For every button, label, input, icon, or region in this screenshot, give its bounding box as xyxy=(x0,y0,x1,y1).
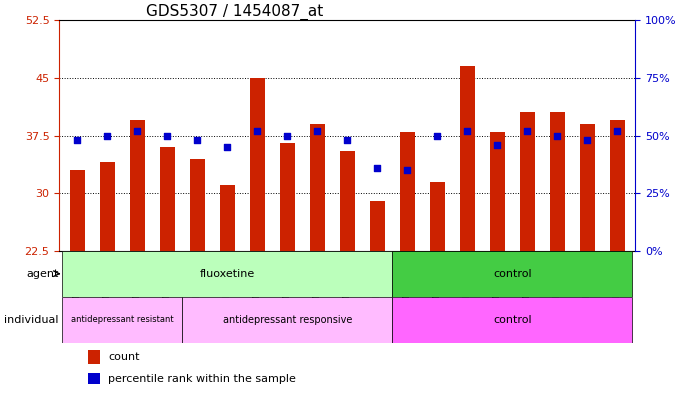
Text: agent: agent xyxy=(27,269,59,279)
Bar xyxy=(490,132,505,251)
Point xyxy=(72,137,82,143)
Text: individual: individual xyxy=(4,315,59,325)
Point xyxy=(101,132,112,139)
Bar xyxy=(430,182,445,251)
Point xyxy=(522,128,533,134)
Bar xyxy=(280,143,295,251)
Bar xyxy=(392,251,633,297)
Bar xyxy=(160,147,175,251)
Text: GDS5307 / 1454087_at: GDS5307 / 1454087_at xyxy=(146,4,323,20)
Point xyxy=(342,137,353,143)
Bar xyxy=(250,78,265,251)
Point xyxy=(312,128,323,134)
Bar xyxy=(130,120,145,251)
Bar xyxy=(62,297,183,343)
Point xyxy=(432,132,443,139)
Text: control: control xyxy=(493,315,532,325)
Bar xyxy=(69,170,84,251)
Point xyxy=(132,128,143,134)
Bar xyxy=(520,112,535,251)
Point xyxy=(582,137,593,143)
Point xyxy=(162,132,173,139)
Point xyxy=(612,128,623,134)
Text: count: count xyxy=(108,352,140,362)
Bar xyxy=(88,373,99,384)
Text: antidepressant resistant: antidepressant resistant xyxy=(71,315,174,324)
Point xyxy=(402,167,413,173)
Bar xyxy=(220,185,235,251)
Text: antidepressant responsive: antidepressant responsive xyxy=(223,315,352,325)
Point xyxy=(222,144,233,150)
Bar xyxy=(370,201,385,251)
Point xyxy=(282,132,293,139)
Bar xyxy=(610,120,625,251)
Point xyxy=(192,137,203,143)
Bar xyxy=(580,124,595,251)
Bar xyxy=(460,66,475,251)
Point xyxy=(552,132,563,139)
Point xyxy=(492,141,503,148)
Bar xyxy=(88,350,99,364)
Point xyxy=(462,128,473,134)
Bar xyxy=(340,151,355,251)
Bar xyxy=(310,124,325,251)
Text: fluoxetine: fluoxetine xyxy=(200,269,255,279)
Bar xyxy=(550,112,565,251)
Point xyxy=(252,128,263,134)
Point xyxy=(372,165,383,171)
Bar xyxy=(183,297,392,343)
Bar xyxy=(62,251,392,297)
Bar xyxy=(392,297,633,343)
Text: percentile rank within the sample: percentile rank within the sample xyxy=(108,374,296,384)
Text: control: control xyxy=(493,269,532,279)
Bar xyxy=(190,158,205,251)
Bar xyxy=(99,162,114,251)
Bar xyxy=(400,132,415,251)
